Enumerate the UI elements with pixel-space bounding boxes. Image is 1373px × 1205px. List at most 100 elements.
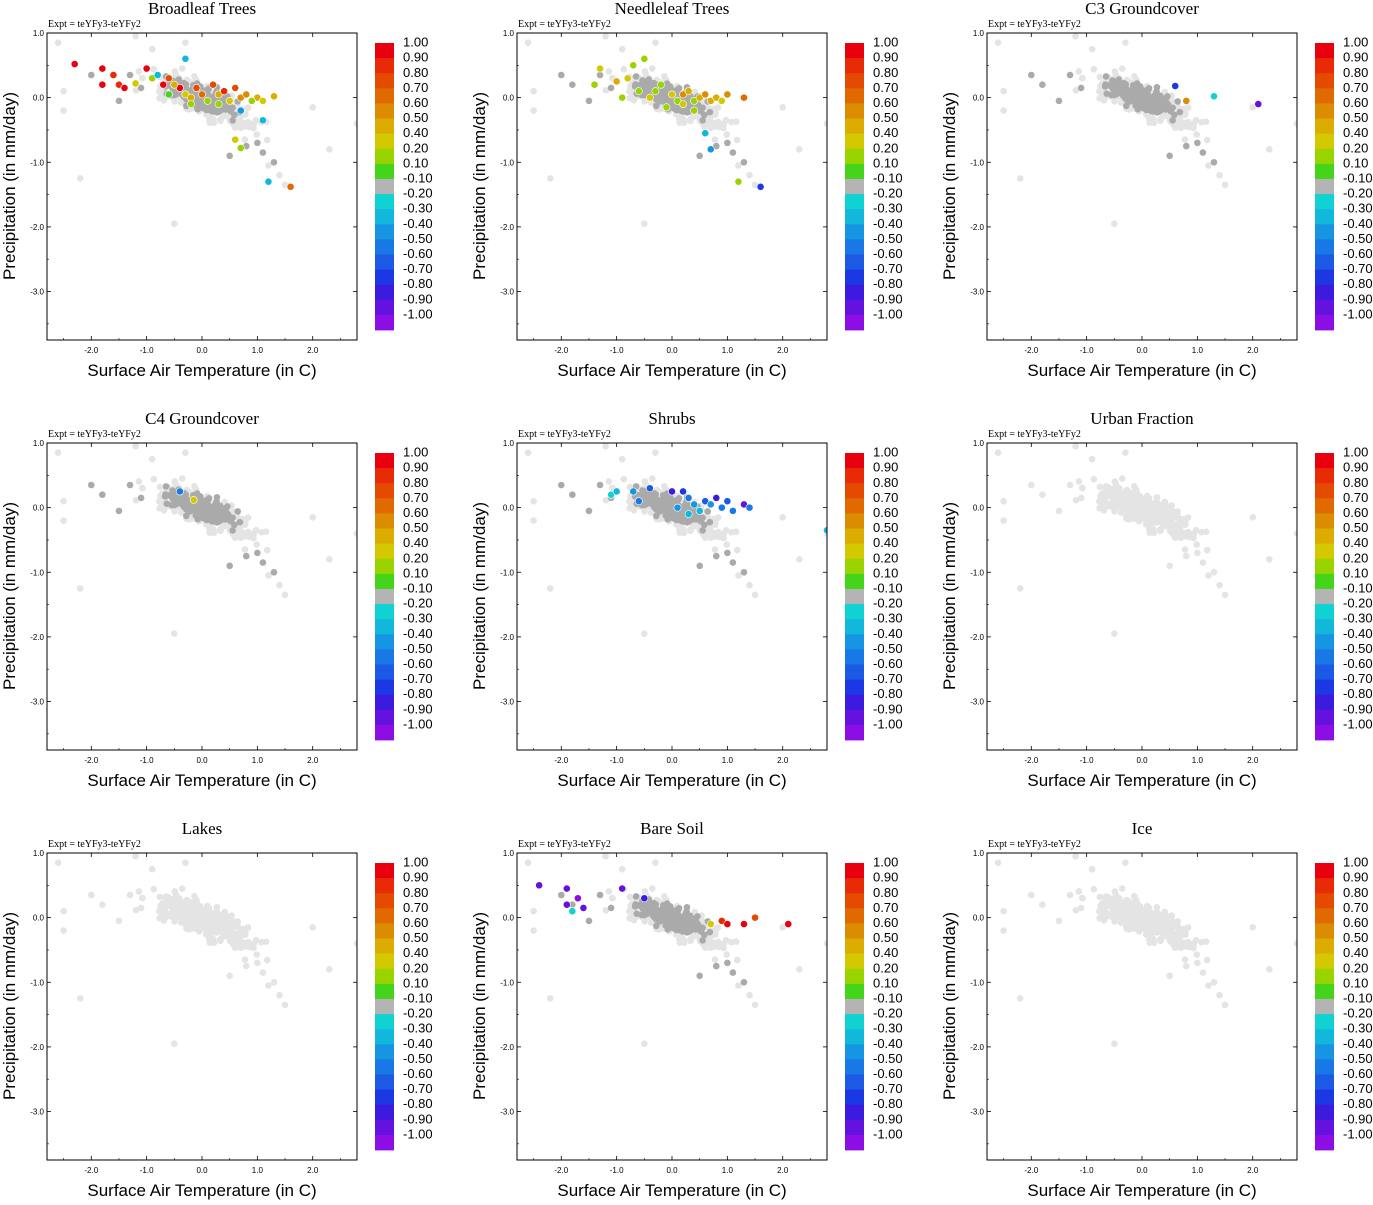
colorbar-swatch bbox=[845, 254, 864, 270]
background-point bbox=[191, 73, 198, 80]
colorbar-label: -1.00 bbox=[403, 716, 433, 731]
colorbar-label: -0.10 bbox=[403, 581, 433, 596]
colorbar-swatch bbox=[375, 513, 394, 529]
x-tick-label: 0.0 bbox=[196, 346, 208, 355]
colorbar-swatch bbox=[1315, 574, 1334, 590]
scatter-points bbox=[55, 853, 361, 1047]
data-point bbox=[635, 498, 642, 505]
background-point bbox=[1145, 87, 1152, 94]
background-point bbox=[597, 892, 604, 899]
colorbar-label: -0.80 bbox=[873, 686, 903, 701]
background-point bbox=[660, 906, 667, 913]
colorbar-label: 0.80 bbox=[403, 885, 428, 900]
background-point bbox=[1222, 182, 1229, 189]
data-point bbox=[99, 81, 106, 88]
colorbar-label: 0.60 bbox=[1343, 505, 1368, 520]
background-point bbox=[668, 505, 675, 512]
colorbar-swatch bbox=[845, 969, 864, 985]
background-point bbox=[1078, 85, 1085, 92]
colorbar-swatch bbox=[1315, 634, 1334, 650]
x-axis-label: Surface Air Temperature (in C) bbox=[557, 1181, 786, 1200]
x-tick-label: 1.0 bbox=[1192, 756, 1204, 765]
colorbar-label: 0.40 bbox=[873, 535, 898, 550]
y-tick-label: -1.0 bbox=[970, 158, 984, 167]
background-point bbox=[679, 927, 686, 934]
x-tick-label: -2.0 bbox=[1024, 756, 1038, 765]
colorbar-swatch bbox=[845, 574, 864, 590]
background-point bbox=[1131, 483, 1138, 490]
y-tick-label: 0.0 bbox=[33, 504, 45, 513]
colorbar-swatch bbox=[845, 559, 864, 575]
colorbar-label: 0.90 bbox=[1343, 50, 1368, 65]
colorbar-label: 0.20 bbox=[1343, 140, 1368, 155]
y-axis-label: Precipitation (in mm/day) bbox=[0, 92, 19, 280]
background-point bbox=[608, 905, 615, 912]
background-point bbox=[1112, 478, 1119, 485]
x-tick-label: 1.0 bbox=[252, 1166, 264, 1175]
y-tick-label: -3.0 bbox=[500, 698, 514, 707]
colorbar-swatch bbox=[375, 939, 394, 955]
background-point bbox=[1130, 86, 1137, 93]
background-point bbox=[187, 503, 194, 510]
background-point bbox=[1164, 503, 1171, 510]
background-point bbox=[138, 495, 145, 502]
background-point bbox=[276, 172, 283, 179]
colorbar-swatch bbox=[1315, 300, 1334, 316]
background-point bbox=[149, 456, 156, 463]
colorbar-swatch bbox=[845, 984, 864, 1000]
colorbar-label: -0.40 bbox=[1343, 216, 1373, 231]
background-point bbox=[116, 508, 123, 515]
colorbar-label: -0.70 bbox=[403, 671, 433, 686]
data-point bbox=[707, 920, 714, 927]
data-point bbox=[691, 107, 698, 114]
background-point bbox=[1174, 508, 1181, 515]
background-point bbox=[264, 547, 271, 554]
panel-title: Lakes bbox=[182, 819, 223, 838]
colorbar-swatch bbox=[375, 1029, 394, 1045]
colorbar-swatch bbox=[375, 1090, 394, 1106]
colorbar-swatch bbox=[375, 270, 394, 286]
background-point bbox=[530, 498, 537, 505]
data-point bbox=[630, 62, 637, 69]
y-tick-label: -1.0 bbox=[30, 978, 44, 987]
background-point bbox=[163, 483, 170, 490]
data-point bbox=[171, 81, 178, 88]
colorbar-swatch bbox=[845, 619, 864, 635]
background-point bbox=[633, 893, 640, 900]
background-point bbox=[1123, 513, 1130, 520]
colorbar-swatch bbox=[375, 315, 394, 331]
background-point bbox=[1108, 92, 1115, 99]
colorbar-swatch bbox=[375, 649, 394, 665]
background-point bbox=[641, 904, 648, 911]
background-point bbox=[715, 514, 722, 521]
background-point bbox=[55, 449, 62, 456]
background-point bbox=[1017, 175, 1024, 182]
data-point bbox=[182, 55, 189, 62]
background-point bbox=[191, 893, 198, 900]
y-tick-label: 1.0 bbox=[33, 29, 45, 38]
colorbar-swatch bbox=[375, 544, 394, 560]
y-axis-label: Precipitation (in mm/day) bbox=[0, 502, 19, 690]
background-point bbox=[172, 68, 179, 75]
colorbar-label: -0.30 bbox=[403, 1021, 433, 1036]
background-point bbox=[668, 915, 675, 922]
background-point bbox=[525, 859, 532, 866]
colorbar-swatch bbox=[375, 1014, 394, 1030]
plot-frame bbox=[47, 443, 357, 750]
colorbar-label: -0.60 bbox=[873, 1066, 903, 1081]
background-point bbox=[746, 172, 753, 179]
data-point bbox=[740, 94, 747, 101]
scatter-points bbox=[995, 33, 1301, 227]
y-tick-label: 0.0 bbox=[973, 94, 985, 103]
expt-label: Expt = teYFy3-teYFy2 bbox=[518, 839, 611, 850]
data-point bbox=[190, 496, 197, 503]
colorbar-swatch bbox=[1315, 468, 1334, 484]
background-point bbox=[171, 494, 178, 501]
scatter-points bbox=[55, 443, 361, 637]
background-point bbox=[210, 116, 217, 123]
colorbar-swatch bbox=[375, 194, 394, 210]
data-point bbox=[165, 75, 172, 82]
background-point bbox=[1183, 553, 1190, 560]
colorbar-swatch bbox=[845, 589, 864, 605]
background-point bbox=[216, 928, 223, 935]
